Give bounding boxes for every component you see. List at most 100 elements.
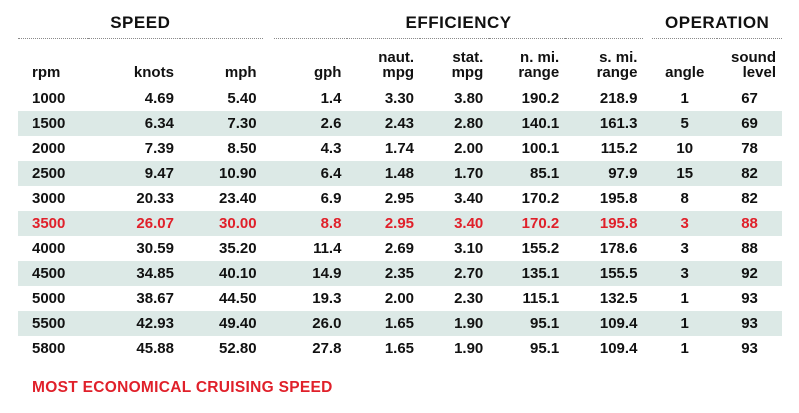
- table-row: 2000 7.39 8.50 4.3 1.74 2.00 100.1 115.2 10 78: [18, 136, 782, 161]
- column-header-line: sound: [731, 49, 776, 66]
- column-header-nmi-range: n. mi. range: [489, 39, 565, 87]
- cell-naut-mpg: 1.65: [384, 340, 415, 357]
- group-header-operation: OPERATION: [652, 8, 782, 39]
- cell-stat-mpg: 1.90: [454, 340, 484, 357]
- column-header-line: level: [742, 64, 776, 81]
- column-header-rpm: rpm: [32, 64, 61, 81]
- column-header-sound-level: sound level: [717, 39, 782, 87]
- cell-naut-mpg: 2.95: [384, 190, 415, 207]
- cell-angle: 3: [652, 261, 718, 286]
- cell-mph: 44.50: [219, 290, 257, 307]
- cell-smi-range: 115.2: [600, 140, 638, 157]
- cell-angle: 1: [652, 311, 718, 336]
- cell-sound-level: 82: [717, 161, 782, 186]
- cell-gap: [643, 286, 652, 311]
- cell-smi-range: 218.9: [599, 90, 638, 107]
- table-row: 4000 30.59 35.20 11.4 2.69 3.10 155.2 178.6 3 88: [18, 236, 782, 261]
- cell-sound-level: 93: [741, 340, 758, 357]
- cell-nmi-range: 155.2: [521, 240, 560, 257]
- table-row: 1500 6.34 7.30 2.6 2.43 2.80 140.1 161.3 5 69: [18, 111, 782, 136]
- cell-mph: 8.50: [227, 140, 257, 157]
- cell-stat-mpg: 2.30: [454, 290, 484, 307]
- cell-rpm: 3000: [32, 190, 66, 207]
- cell-gap: [262, 261, 274, 286]
- cell-nmi-range: 115.1: [522, 290, 560, 307]
- cell-angle: 1: [680, 90, 689, 107]
- cell-gph: 1.4: [320, 90, 342, 107]
- cell-stat-mpg: 3.10: [454, 240, 484, 257]
- cell-nmi-range: 100.1: [521, 140, 560, 157]
- cell-gap: [263, 136, 274, 161]
- cell-mph: 10.90: [179, 161, 263, 186]
- cell-naut-mpg: 3.30: [384, 90, 415, 107]
- column-header-line: range: [596, 64, 638, 81]
- cell-smi-range: 195.8: [565, 211, 644, 236]
- table-row: 3000 20.33 23.40 6.9 2.95 3.40 170.2 195.8 8 82: [18, 186, 782, 211]
- group-gap: [263, 8, 274, 39]
- cell-stat-mpg: 2.80: [420, 111, 490, 136]
- cell-nmi-range: 170.2: [521, 190, 560, 207]
- column-gap: [263, 39, 274, 87]
- cell-gph: 11.4: [313, 240, 342, 257]
- column-header-line: stat.: [452, 49, 484, 66]
- cell-naut-mpg: 2.43: [347, 111, 421, 136]
- cell-naut-mpg: 1.48: [347, 161, 421, 186]
- cell-gph: 27.8: [312, 340, 342, 357]
- cell-knots: 26.07: [88, 211, 180, 236]
- cell-stat-mpg: 3.80: [454, 90, 484, 107]
- cell-gap: [263, 186, 274, 211]
- cell-knots: 20.33: [136, 190, 174, 207]
- column-gap: [643, 39, 652, 87]
- cell-gph: 19.3: [312, 290, 342, 307]
- cell-smi-range: 161.3: [565, 111, 644, 136]
- cell-naut-mpg: 1.65: [347, 311, 421, 336]
- cell-gph: 6.4: [273, 161, 348, 186]
- cell-angle: 1: [680, 340, 689, 357]
- cell-gph: 14.9: [273, 261, 348, 286]
- cell-rpm: 1000: [32, 90, 66, 107]
- cell-rpm: 2000: [32, 140, 66, 157]
- cell-knots: 38.67: [136, 290, 174, 307]
- cell-knots: 4.69: [144, 90, 174, 107]
- cell-mph: 23.40: [219, 190, 257, 207]
- cell-stat-mpg: 3.40: [420, 211, 490, 236]
- cell-stat-mpg: 1.70: [420, 161, 490, 186]
- cell-sound-level: 92: [717, 261, 782, 286]
- cell-smi-range: 109.4: [599, 340, 638, 357]
- column-header-naut-mpg: naut. mpg: [347, 39, 420, 87]
- cell-sound-level: 88: [741, 240, 758, 257]
- cell-angle: 8: [680, 190, 689, 207]
- cell-gap: [262, 111, 274, 136]
- cell-gap: [263, 336, 274, 361]
- cell-knots: 42.93: [88, 311, 180, 336]
- cell-gap: [643, 186, 652, 211]
- cell-nmi-range: 95.1: [530, 340, 560, 357]
- cell-gph: 8.8: [273, 211, 348, 236]
- cell-gap: [263, 236, 274, 261]
- table-row: 2500 9.47 10.90 6.4 1.48 1.70 85.1 97.9 15 82: [18, 161, 782, 186]
- table-row: 5000 38.67 44.50 19.3 2.00 2.30 115.1 132.5 1 93: [18, 286, 782, 311]
- column-header-knots: knots: [133, 64, 174, 81]
- column-header-line: mpg: [451, 64, 484, 81]
- cell-rpm: 1500: [18, 111, 89, 136]
- cell-angle: 3: [652, 211, 718, 236]
- column-header-line: s. mi.: [599, 49, 638, 66]
- cell-angle: 15: [652, 161, 718, 186]
- group-header-speed: SPEED: [18, 8, 263, 39]
- column-header-line: range: [518, 64, 560, 81]
- cell-rpm: 4000: [32, 240, 66, 257]
- cell-gap: [643, 211, 653, 236]
- table-row: 5800 45.88 52.80 27.8 1.65 1.90 95.1 109.4 1 93: [18, 336, 782, 361]
- cell-gap: [263, 286, 274, 311]
- cell-naut-mpg: 2.69: [384, 240, 415, 257]
- cell-knots: 9.47: [88, 161, 180, 186]
- cell-gph: 2.6: [273, 111, 348, 136]
- column-header-gph: gph: [313, 64, 342, 81]
- cell-sound-level: 78: [741, 140, 758, 157]
- cell-nmi-range: 95.1: [489, 311, 566, 336]
- cell-rpm: 5500: [18, 311, 89, 336]
- cell-sound-level: 88: [717, 211, 782, 236]
- cell-naut-mpg: 2.00: [384, 290, 415, 307]
- cell-sound-level: 93: [717, 311, 782, 336]
